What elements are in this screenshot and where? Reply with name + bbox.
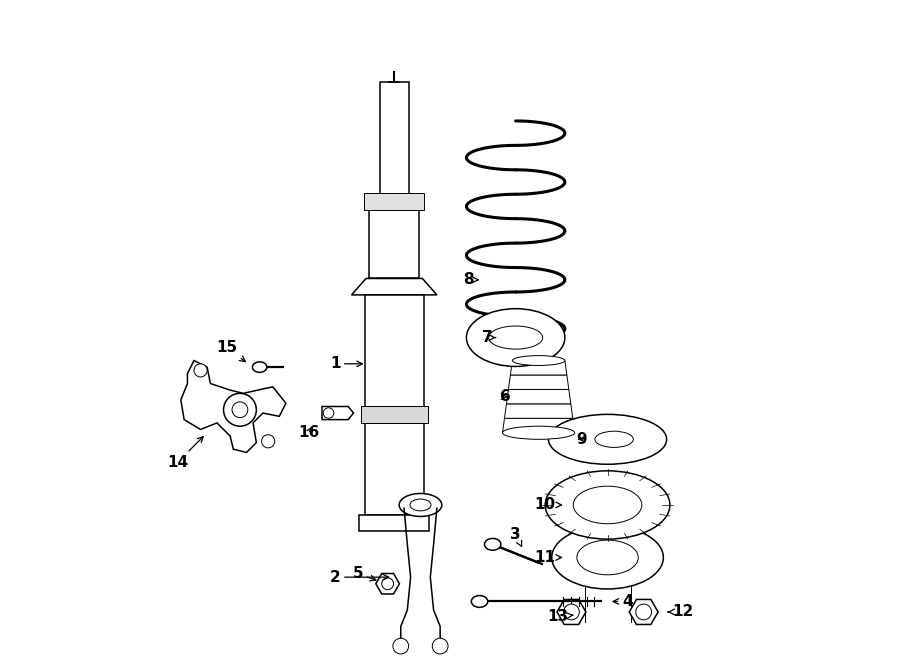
Polygon shape bbox=[510, 361, 567, 375]
Circle shape bbox=[323, 408, 334, 418]
Ellipse shape bbox=[552, 526, 663, 589]
Circle shape bbox=[635, 604, 652, 620]
Text: 7: 7 bbox=[482, 330, 496, 345]
Polygon shape bbox=[629, 600, 658, 624]
Text: 2: 2 bbox=[329, 570, 389, 585]
Ellipse shape bbox=[595, 431, 634, 448]
FancyBboxPatch shape bbox=[364, 193, 425, 210]
Ellipse shape bbox=[489, 326, 543, 349]
FancyBboxPatch shape bbox=[361, 406, 428, 423]
Circle shape bbox=[382, 578, 393, 590]
Polygon shape bbox=[505, 404, 572, 418]
Circle shape bbox=[262, 435, 274, 448]
Text: 8: 8 bbox=[464, 272, 479, 287]
Circle shape bbox=[223, 393, 256, 426]
Text: 3: 3 bbox=[510, 527, 522, 547]
Text: 11: 11 bbox=[535, 550, 562, 565]
Text: 5: 5 bbox=[353, 567, 376, 581]
Polygon shape bbox=[352, 279, 436, 295]
Polygon shape bbox=[376, 573, 400, 594]
Circle shape bbox=[232, 402, 248, 418]
Polygon shape bbox=[507, 389, 571, 404]
Text: 4: 4 bbox=[613, 594, 633, 609]
Ellipse shape bbox=[577, 540, 638, 575]
FancyBboxPatch shape bbox=[364, 295, 424, 515]
Ellipse shape bbox=[466, 308, 565, 367]
Ellipse shape bbox=[545, 471, 670, 539]
Text: 6: 6 bbox=[500, 389, 511, 404]
Circle shape bbox=[194, 364, 207, 377]
Ellipse shape bbox=[410, 499, 431, 511]
Text: 12: 12 bbox=[668, 604, 694, 620]
Ellipse shape bbox=[512, 355, 565, 365]
Polygon shape bbox=[502, 418, 575, 433]
Ellipse shape bbox=[399, 493, 442, 516]
Polygon shape bbox=[322, 406, 354, 420]
Circle shape bbox=[393, 638, 409, 654]
Ellipse shape bbox=[252, 362, 267, 372]
FancyBboxPatch shape bbox=[369, 200, 419, 279]
Text: 13: 13 bbox=[548, 609, 573, 624]
Text: 16: 16 bbox=[298, 425, 320, 440]
Ellipse shape bbox=[484, 538, 501, 550]
Circle shape bbox=[563, 604, 580, 620]
Ellipse shape bbox=[548, 414, 667, 464]
FancyBboxPatch shape bbox=[380, 81, 409, 200]
Circle shape bbox=[432, 638, 448, 654]
Polygon shape bbox=[508, 375, 569, 389]
Polygon shape bbox=[557, 600, 586, 624]
Text: 10: 10 bbox=[535, 497, 562, 512]
Text: 1: 1 bbox=[330, 356, 363, 371]
Ellipse shape bbox=[502, 426, 575, 440]
Text: 15: 15 bbox=[216, 340, 246, 361]
Text: 9: 9 bbox=[576, 432, 587, 447]
Ellipse shape bbox=[573, 486, 642, 524]
Polygon shape bbox=[181, 361, 286, 452]
Ellipse shape bbox=[472, 596, 488, 607]
Text: 14: 14 bbox=[167, 437, 203, 470]
FancyBboxPatch shape bbox=[359, 515, 429, 531]
